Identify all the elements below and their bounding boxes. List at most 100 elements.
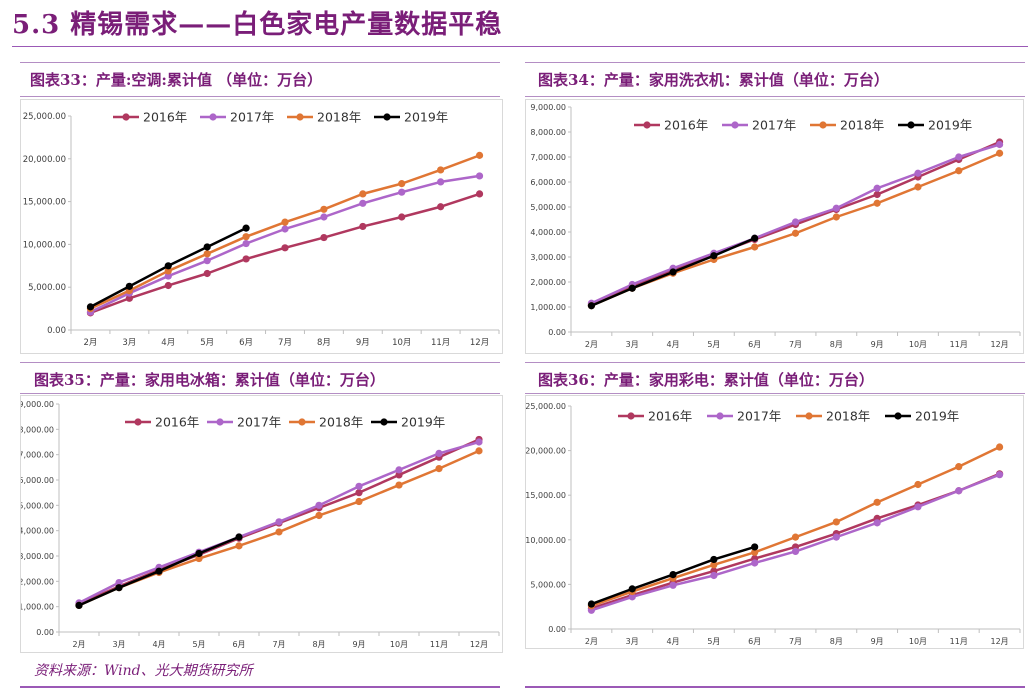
x-tick-label: 4月 <box>152 640 165 649</box>
x-tick-label: 5月 <box>192 640 205 649</box>
data-point-2017 <box>791 547 800 555</box>
y-tick-label: 20,000.00 <box>23 155 66 165</box>
data-point-2018 <box>281 218 289 226</box>
legend-marker-2017 <box>716 412 724 420</box>
legend-marker-2016 <box>134 418 142 426</box>
y-tick-label: 10,000.00 <box>23 240 66 250</box>
data-point-2017 <box>791 218 800 226</box>
y-tick-label: 15,000.00 <box>526 491 566 500</box>
legend-label-2018: 2018年 <box>319 415 363 430</box>
x-tick-label: 3月 <box>626 637 639 646</box>
x-tick-label: 7月 <box>789 637 802 646</box>
data-point-2017 <box>751 559 759 567</box>
data-point-2018 <box>475 447 483 455</box>
y-tick-label: 9,000.00 <box>530 103 566 112</box>
data-point-2018 <box>359 190 367 198</box>
data-point-2018 <box>995 149 1004 157</box>
data-point-2018 <box>832 518 840 526</box>
data-point-2019 <box>242 224 250 232</box>
data-point-2016 <box>281 244 289 252</box>
x-tick-label: 3月 <box>112 640 125 649</box>
data-point-2017 <box>164 272 172 280</box>
x-tick-label: 7月 <box>789 340 802 349</box>
x-tick-label: 8月 <box>830 340 843 349</box>
data-point-2017 <box>955 487 963 495</box>
x-tick-label: 6月 <box>232 640 245 649</box>
data-point-2016 <box>398 213 406 221</box>
y-tick-label: 8,000.00 <box>21 425 54 434</box>
bottom-rule-left <box>20 686 500 688</box>
data-point-2019 <box>164 262 172 270</box>
y-tick-label: 2,000.00 <box>21 577 54 586</box>
data-point-2018 <box>791 533 800 541</box>
legend-label-2017: 2017年 <box>230 110 274 125</box>
x-tick-label: 6月 <box>239 338 253 348</box>
x-tick-label: 12月 <box>990 637 1008 646</box>
panel-36-top-rule <box>525 362 1025 363</box>
data-point-2017 <box>955 153 963 161</box>
y-tick-label: 9,000.00 <box>21 400 54 409</box>
data-point-2018 <box>235 542 243 550</box>
series-line-2016 <box>90 192 480 315</box>
data-point-2017 <box>435 449 443 457</box>
data-point-2017 <box>832 533 840 541</box>
legend-marker-2018 <box>298 418 306 426</box>
data-point-2019 <box>669 268 677 276</box>
data-point-2019 <box>751 234 759 242</box>
legend-marker-2019 <box>380 418 388 426</box>
panel-36-title: 图表36：产量：家用彩电：累计值（单位：万台） <box>538 371 874 389</box>
data-point-2018 <box>995 443 1004 451</box>
data-point-2017 <box>355 482 363 490</box>
data-point-2016 <box>242 255 250 263</box>
data-point-2018 <box>751 548 759 556</box>
data-point-2017 <box>203 257 211 265</box>
chart-35: 0.00 1,000.00 2,000.00 3,000.00 4,000.00 5,00… <box>20 395 503 653</box>
x-tick-label: 11月 <box>950 340 968 349</box>
x-tick-label: 4月 <box>161 338 175 348</box>
x-tick-label: 10月 <box>909 340 927 349</box>
legend-marker-2017 <box>216 418 224 426</box>
legend-label-2018: 2018年 <box>317 110 361 125</box>
chart-34-svg: 0.00 1,000.00 2,000.00 3,000.00 4,000.00 5,00… <box>530 103 1021 349</box>
data-point-2017 <box>320 213 328 221</box>
data-point-2018 <box>914 480 922 489</box>
data-point-2017 <box>475 172 484 180</box>
data-point-2017 <box>275 518 283 526</box>
data-point-2016 <box>437 203 445 211</box>
legend-marker-2018 <box>296 113 304 121</box>
y-tick-label: 6,000.00 <box>530 178 566 187</box>
y-tick-label: 5,000.00 <box>21 501 54 510</box>
data-point-2018 <box>791 229 800 237</box>
legend-marker-2018 <box>819 121 827 129</box>
legend-label-2016: 2016年 <box>155 415 199 430</box>
y-tick-label: 1,000.00 <box>21 603 54 612</box>
data-point-2017 <box>359 199 367 207</box>
data-point-2017 <box>914 169 922 177</box>
data-point-2018 <box>164 267 172 275</box>
y-tick-label: 3,000.00 <box>530 253 566 262</box>
data-point-2017 <box>398 188 406 196</box>
legend-marker-2017 <box>209 113 217 121</box>
data-point-2016 <box>475 190 484 198</box>
data-point-2018 <box>275 528 283 536</box>
data-point-2017 <box>115 579 123 587</box>
panel-36-title-rule <box>525 393 1025 394</box>
panel-33-title: 图表33：产量:空调:累计值 （单位：万台） <box>30 71 323 89</box>
data-point-2018 <box>315 511 323 520</box>
legend-label-2018: 2018年 <box>826 409 870 424</box>
x-tick-label: 7月 <box>278 338 292 348</box>
chart-36: 0.00 5,000.00 10,000.00 15,000.00 20,000.00 2… <box>525 395 1024 649</box>
legend-marker-2019 <box>383 113 391 121</box>
legend-label-2019: 2019年 <box>404 110 448 125</box>
legend-marker-2019 <box>907 121 915 129</box>
chart-34: 0.00 1,000.00 2,000.00 3,000.00 4,000.00 5,00… <box>525 99 1024 354</box>
data-point-2016 <box>164 281 172 290</box>
series-line-2017 <box>591 473 1001 612</box>
data-point-2018 <box>355 497 363 506</box>
legend-label-2017: 2017年 <box>737 409 781 424</box>
legend-label-2017: 2017年 <box>752 118 796 133</box>
legend-label-2017: 2017年 <box>237 415 281 430</box>
chart-35-svg: 0.00 1,000.00 2,000.00 3,000.00 4,000.00 5,00… <box>21 400 500 649</box>
y-tick-label: 20,000.00 <box>526 447 566 456</box>
x-tick-label: 6月 <box>748 637 761 646</box>
